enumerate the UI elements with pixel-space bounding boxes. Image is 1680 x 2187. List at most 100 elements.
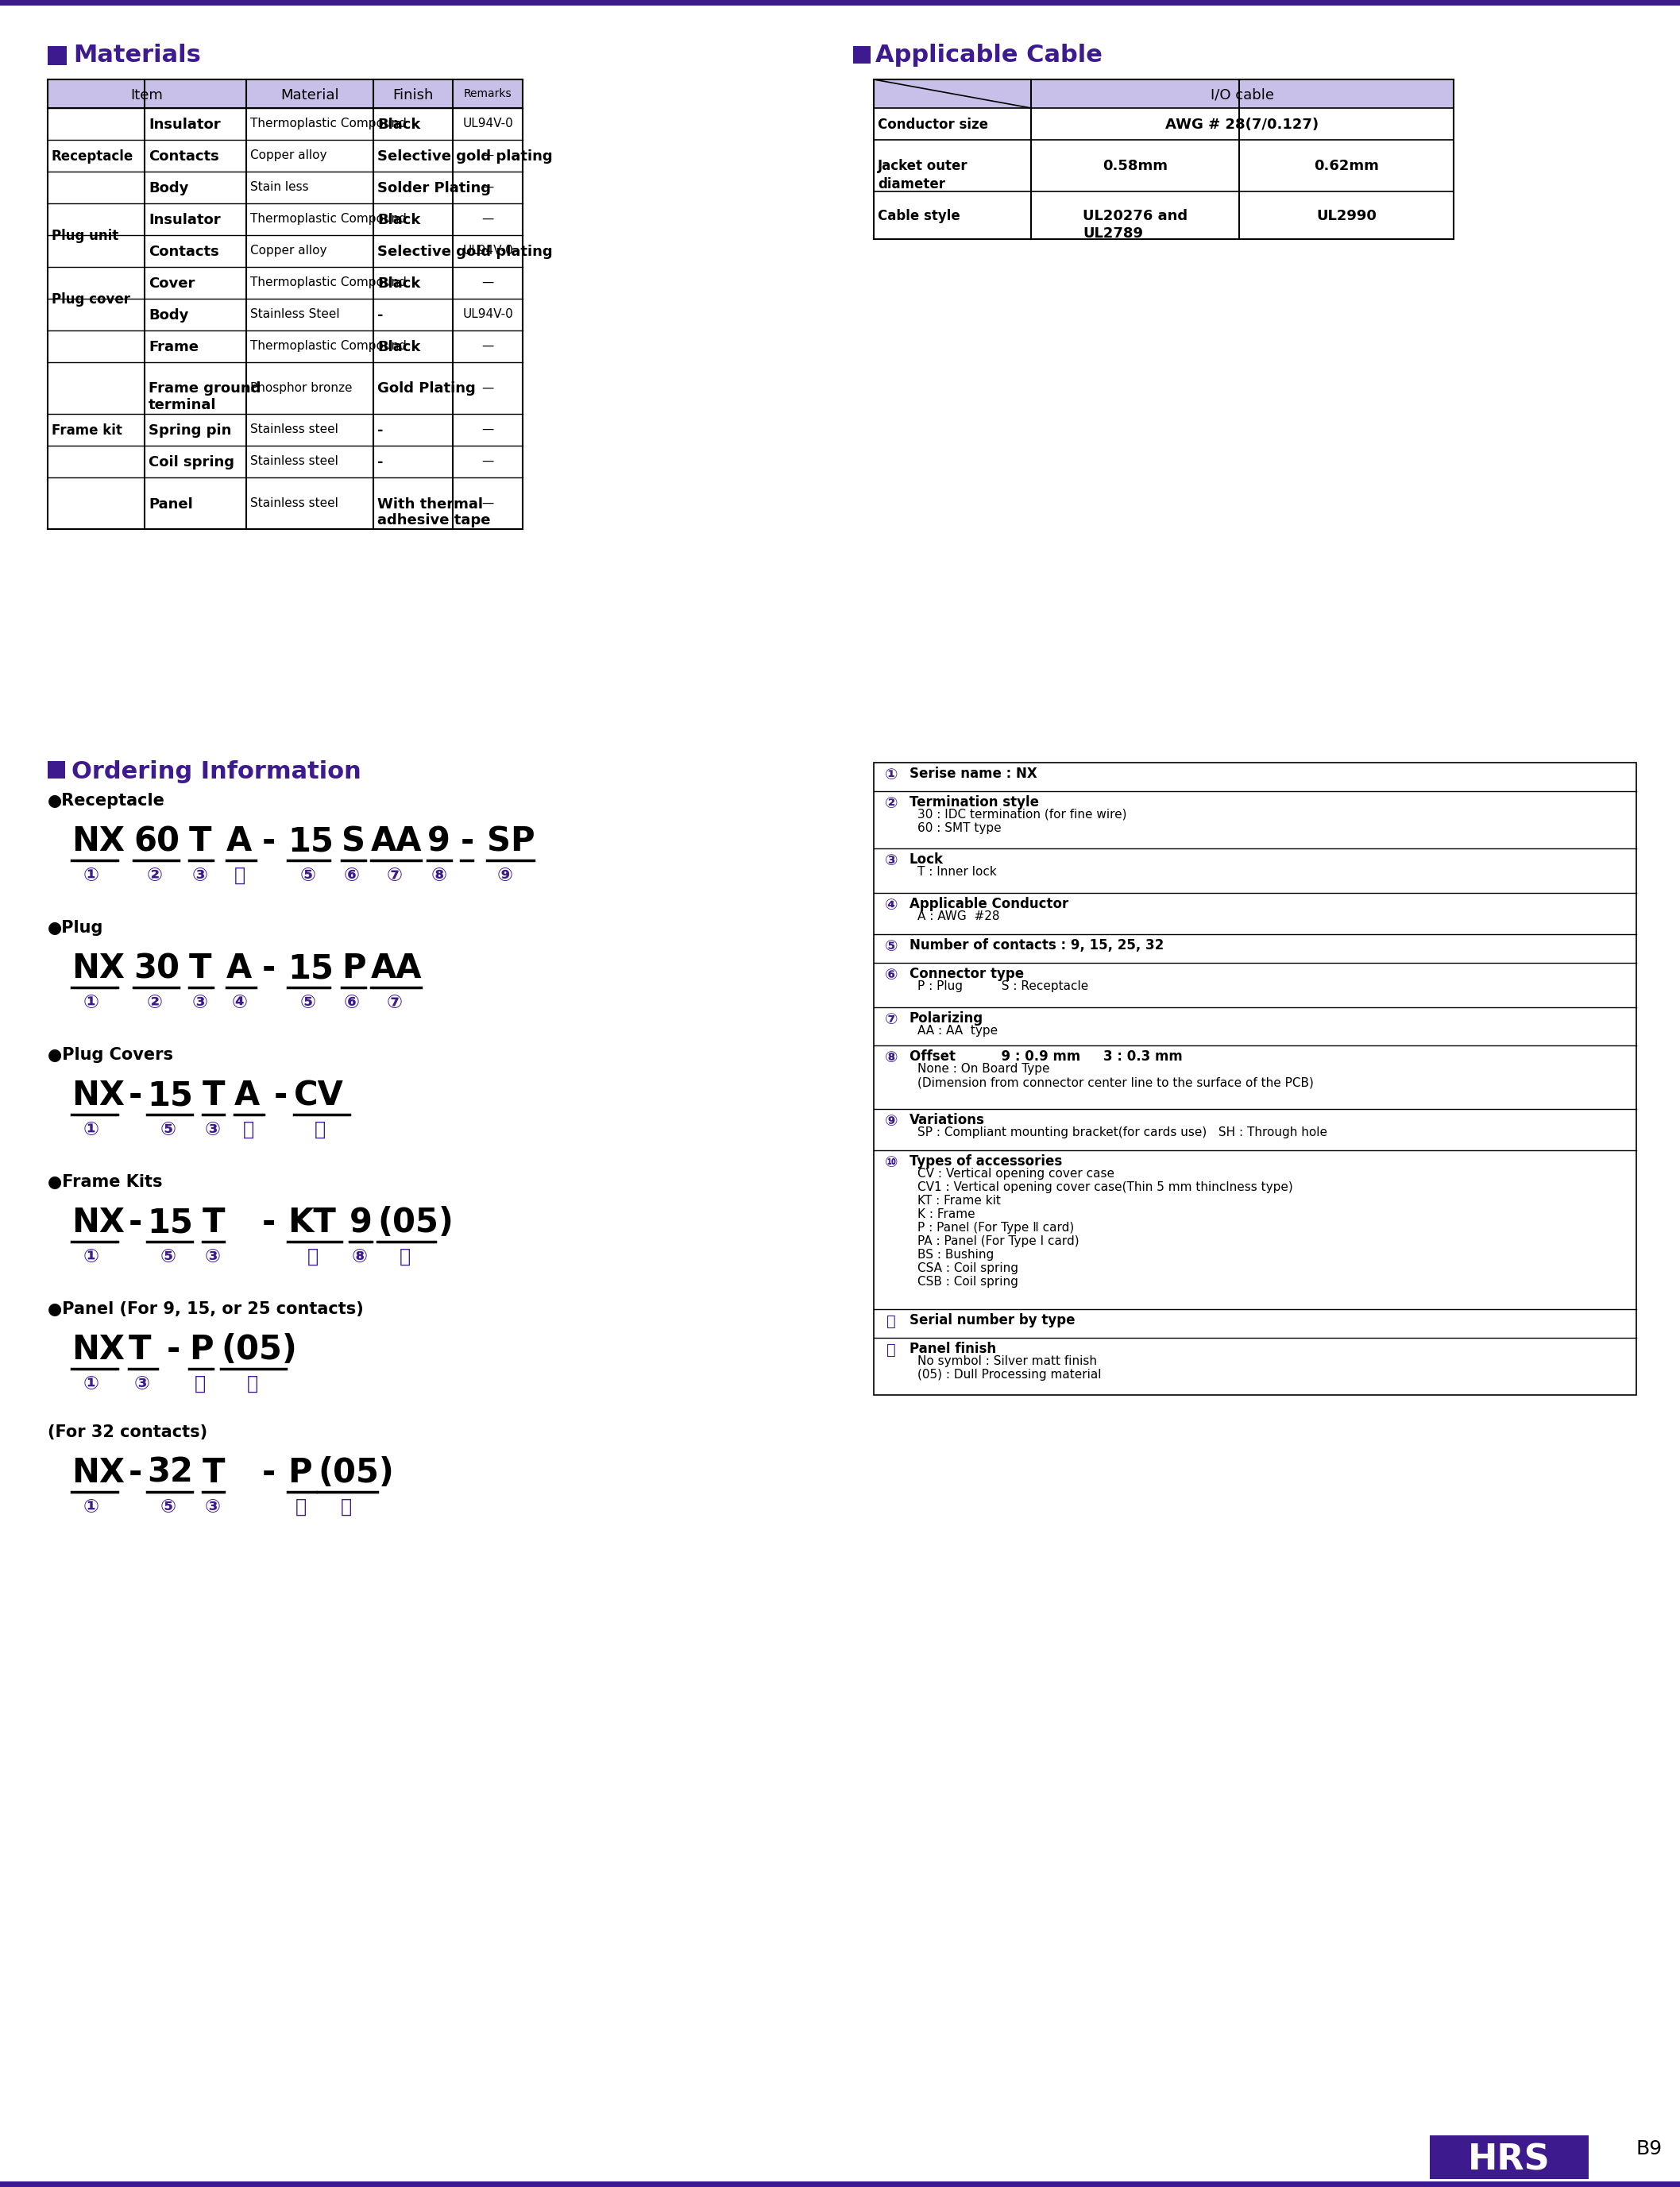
Text: Contacts: Contacts <box>148 149 218 164</box>
Text: ②: ② <box>146 993 163 1013</box>
Text: ⑪: ⑪ <box>887 1314 895 1330</box>
Text: ⑤: ⑤ <box>161 1498 176 1516</box>
Text: -: - <box>129 1078 143 1113</box>
Text: ①: ① <box>84 866 99 886</box>
Text: ④: ④ <box>885 897 897 912</box>
Text: -: - <box>262 951 276 984</box>
Text: ⑫: ⑫ <box>887 1343 895 1358</box>
Text: Remarks: Remarks <box>464 87 512 98</box>
Text: Serial number by type: Serial number by type <box>909 1312 1075 1328</box>
Text: (05) : Dull Processing material: (05) : Dull Processing material <box>917 1369 1102 1380</box>
Text: Conductor size: Conductor size <box>877 118 988 131</box>
Text: ③: ③ <box>134 1373 150 1393</box>
Text: 60: 60 <box>133 824 180 857</box>
Text: NX: NX <box>72 824 124 857</box>
Text: ④: ④ <box>232 993 249 1013</box>
Text: UL94V-0: UL94V-0 <box>462 245 512 256</box>
Text: ①: ① <box>84 1498 99 1516</box>
Text: Plug unit: Plug unit <box>52 230 119 243</box>
Text: Black: Black <box>378 212 420 227</box>
Text: Connector type: Connector type <box>909 967 1025 982</box>
Text: Item: Item <box>131 87 163 103</box>
Text: NX: NX <box>72 1205 124 1240</box>
Text: -: - <box>129 1205 143 1240</box>
Text: NX: NX <box>72 1457 124 1489</box>
Text: S: S <box>341 824 365 857</box>
Text: ③: ③ <box>885 853 897 868</box>
Text: -: - <box>262 824 276 857</box>
Text: —: — <box>482 424 494 435</box>
Text: —: — <box>482 149 494 162</box>
Text: ●Plug: ●Plug <box>47 921 104 936</box>
Text: Body: Body <box>148 182 188 195</box>
Text: ⑤: ⑤ <box>885 938 897 954</box>
Text: ⑦: ⑦ <box>885 1013 897 1028</box>
Text: 9: 9 <box>349 1205 373 1240</box>
Text: (05): (05) <box>220 1334 297 1367</box>
Text: Plug cover: Plug cover <box>52 293 131 306</box>
Text: ⑤: ⑤ <box>161 1120 176 1139</box>
Text: AA: AA <box>371 824 422 857</box>
Text: Insulator: Insulator <box>148 118 220 131</box>
Text: Applicable Conductor: Applicable Conductor <box>909 897 1068 912</box>
Text: Stain less: Stain less <box>250 182 309 192</box>
Text: Phosphor bronze: Phosphor bronze <box>250 383 353 394</box>
Text: NX: NX <box>72 1078 124 1113</box>
Text: -: - <box>378 455 383 470</box>
Text: T : Inner lock: T : Inner lock <box>917 866 996 877</box>
Text: Types of accessories: Types of accessories <box>909 1155 1062 1168</box>
Bar <box>0 0 1680 7</box>
Text: Copper alloy: Copper alloy <box>250 245 328 256</box>
Text: Material: Material <box>281 87 339 103</box>
Text: Variations: Variations <box>909 1113 984 1126</box>
Text: T: T <box>190 951 212 984</box>
Text: Panel finish: Panel finish <box>909 1343 996 1356</box>
Text: Offset          9 : 0.9 mm     3 : 0.3 mm: Offset 9 : 0.9 mm 3 : 0.3 mm <box>909 1050 1183 1063</box>
Text: A : AWG  #28: A : AWG #28 <box>917 910 1000 923</box>
Text: (For 32 contacts): (For 32 contacts) <box>47 1424 207 1441</box>
Text: A: A <box>227 824 252 857</box>
Text: Frame kit: Frame kit <box>52 424 123 437</box>
Text: ⑦: ⑦ <box>386 993 403 1013</box>
Text: ③: ③ <box>205 1247 220 1266</box>
Text: Coil spring: Coil spring <box>148 455 234 470</box>
Text: No symbol : Silver matt finish: No symbol : Silver matt finish <box>917 1356 1097 1367</box>
Text: Selective gold plating: Selective gold plating <box>378 149 553 164</box>
Text: T: T <box>129 1334 151 1367</box>
Text: —: — <box>482 212 494 225</box>
Text: Materials: Materials <box>72 44 202 68</box>
Text: B9: B9 <box>1636 2139 1663 2159</box>
Text: -: - <box>166 1334 180 1367</box>
Text: -: - <box>378 308 383 321</box>
Text: AWG # 28(7/0.127): AWG # 28(7/0.127) <box>1166 118 1319 131</box>
Text: ⑤: ⑤ <box>161 1247 176 1266</box>
Text: ⑧: ⑧ <box>351 1247 368 1266</box>
Text: A: A <box>234 1078 260 1113</box>
Text: Selective gold plating: Selective gold plating <box>378 245 553 258</box>
Text: UL2990: UL2990 <box>1315 210 1376 223</box>
Text: Lock: Lock <box>909 853 944 866</box>
Text: UL20276 and
UL2789: UL20276 and UL2789 <box>1082 210 1188 241</box>
Text: NX: NX <box>72 951 124 984</box>
Text: T: T <box>203 1457 225 1489</box>
Text: Jacket outer
diameter: Jacket outer diameter <box>877 160 968 190</box>
Bar <box>874 763 1636 1395</box>
Text: ●Plug Covers: ●Plug Covers <box>47 1048 173 1063</box>
Text: Spring pin: Spring pin <box>148 424 232 437</box>
Text: 15: 15 <box>287 951 334 984</box>
Text: ⑧: ⑧ <box>885 1050 897 1065</box>
Text: Polarizing: Polarizing <box>909 1010 983 1026</box>
Text: ⑨: ⑨ <box>497 866 512 886</box>
Text: —: — <box>482 496 494 510</box>
Text: ③: ③ <box>192 993 208 1013</box>
Bar <box>0 2180 1680 2187</box>
Text: -: - <box>262 1205 276 1240</box>
Text: Thermoplastic Compound: Thermoplastic Compound <box>250 118 407 129</box>
Text: CV : Vertical opening cover case: CV : Vertical opening cover case <box>917 1168 1114 1179</box>
Text: P: P <box>341 951 366 984</box>
Text: ①: ① <box>84 1373 99 1393</box>
Text: SP : Compliant mounting bracket(for cards use)   SH : Through hole: SP : Compliant mounting bracket(for card… <box>917 1126 1327 1139</box>
Text: ⑹: ⑹ <box>307 1247 319 1266</box>
Text: None : On Board Type: None : On Board Type <box>917 1063 1050 1074</box>
Text: ⑹: ⑹ <box>195 1373 205 1393</box>
